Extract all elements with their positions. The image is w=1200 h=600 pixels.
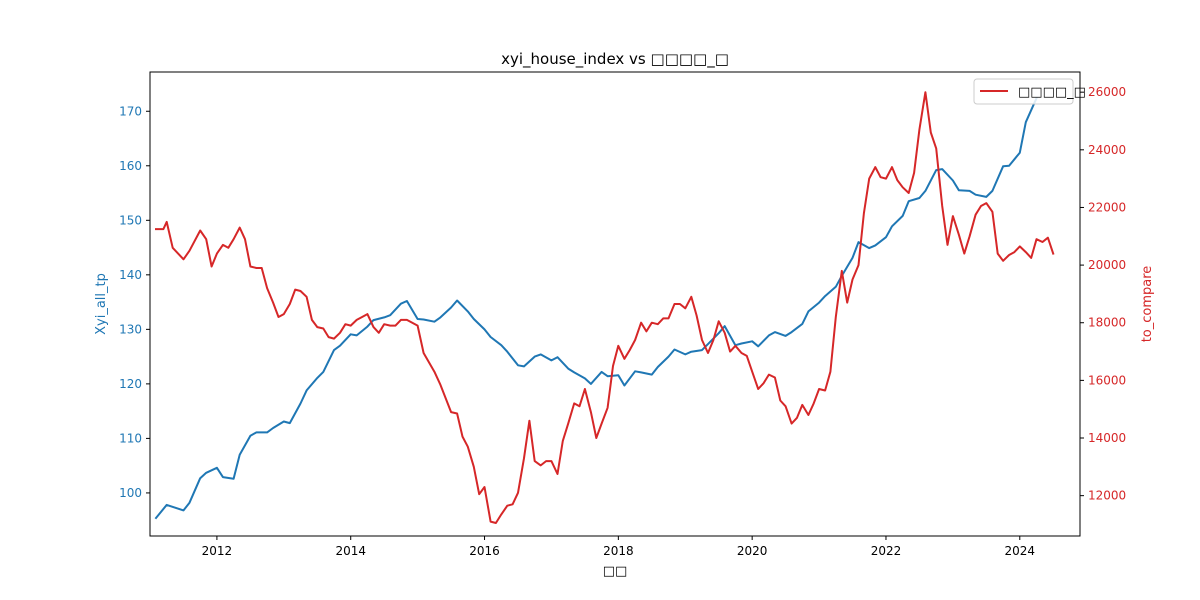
y-right-tick-label: 20000 (1088, 258, 1126, 272)
y-left-tick-label: 170 (119, 104, 142, 118)
chart-title: xyi_house_index vs □□□□_□ (501, 50, 729, 69)
y-left-tick-label: 140 (119, 268, 142, 282)
series-line-right (155, 91, 1055, 524)
y-left-tick-label: 110 (119, 431, 142, 445)
y-left-tick-label: 120 (119, 377, 142, 391)
legend-label: □□□□_□ (1018, 85, 1086, 100)
y-right-tick-label: 22000 (1088, 200, 1126, 214)
x-tick-label: 2016 (469, 544, 500, 558)
series-layer (154, 91, 1055, 524)
y-right-tick-label: 26000 (1088, 85, 1126, 99)
y-left-tick-label: 150 (119, 213, 142, 227)
x-tick-label: 2020 (737, 544, 768, 558)
series-line-left (154, 96, 1038, 520)
y-right-tick-label: 18000 (1088, 316, 1126, 330)
y-left-tick-label: 130 (119, 322, 142, 336)
y-left-tick-label: 160 (119, 159, 142, 173)
y-left-axis-label: Xyi_all_tp (94, 273, 109, 335)
y-right-tick-label: 12000 (1088, 489, 1126, 503)
y-left-axis: 100 110 120 130 140 150 160 170 (119, 104, 150, 500)
y-right-tick-label: 14000 (1088, 431, 1126, 445)
x-axis-label: □□ (603, 564, 628, 579)
x-tick-label: 2022 (871, 544, 902, 558)
plot-area (149, 71, 1081, 537)
x-tick-label: 2024 (1005, 544, 1036, 558)
plot-frame (149, 71, 1081, 537)
y-right-axis: 12000 14000 16000 18000 20000 22000 24000 26000 (1080, 85, 1126, 503)
y-right-tick-label: 24000 (1088, 143, 1126, 157)
y-right-axis-label: to_compare (1140, 266, 1155, 343)
y-left-tick-label: 100 (119, 486, 142, 500)
x-tick-label: 2012 (202, 544, 233, 558)
x-tick-label: 2018 (603, 544, 634, 558)
legend-box (973, 78, 1074, 105)
x-tick-label: 2014 (335, 544, 366, 558)
x-axis: 2012 2014 2016 2018 2020 2022 2024 (202, 536, 1035, 558)
legend: □□□□_□ (973, 78, 1086, 105)
y-right-tick-label: 16000 (1088, 373, 1126, 387)
